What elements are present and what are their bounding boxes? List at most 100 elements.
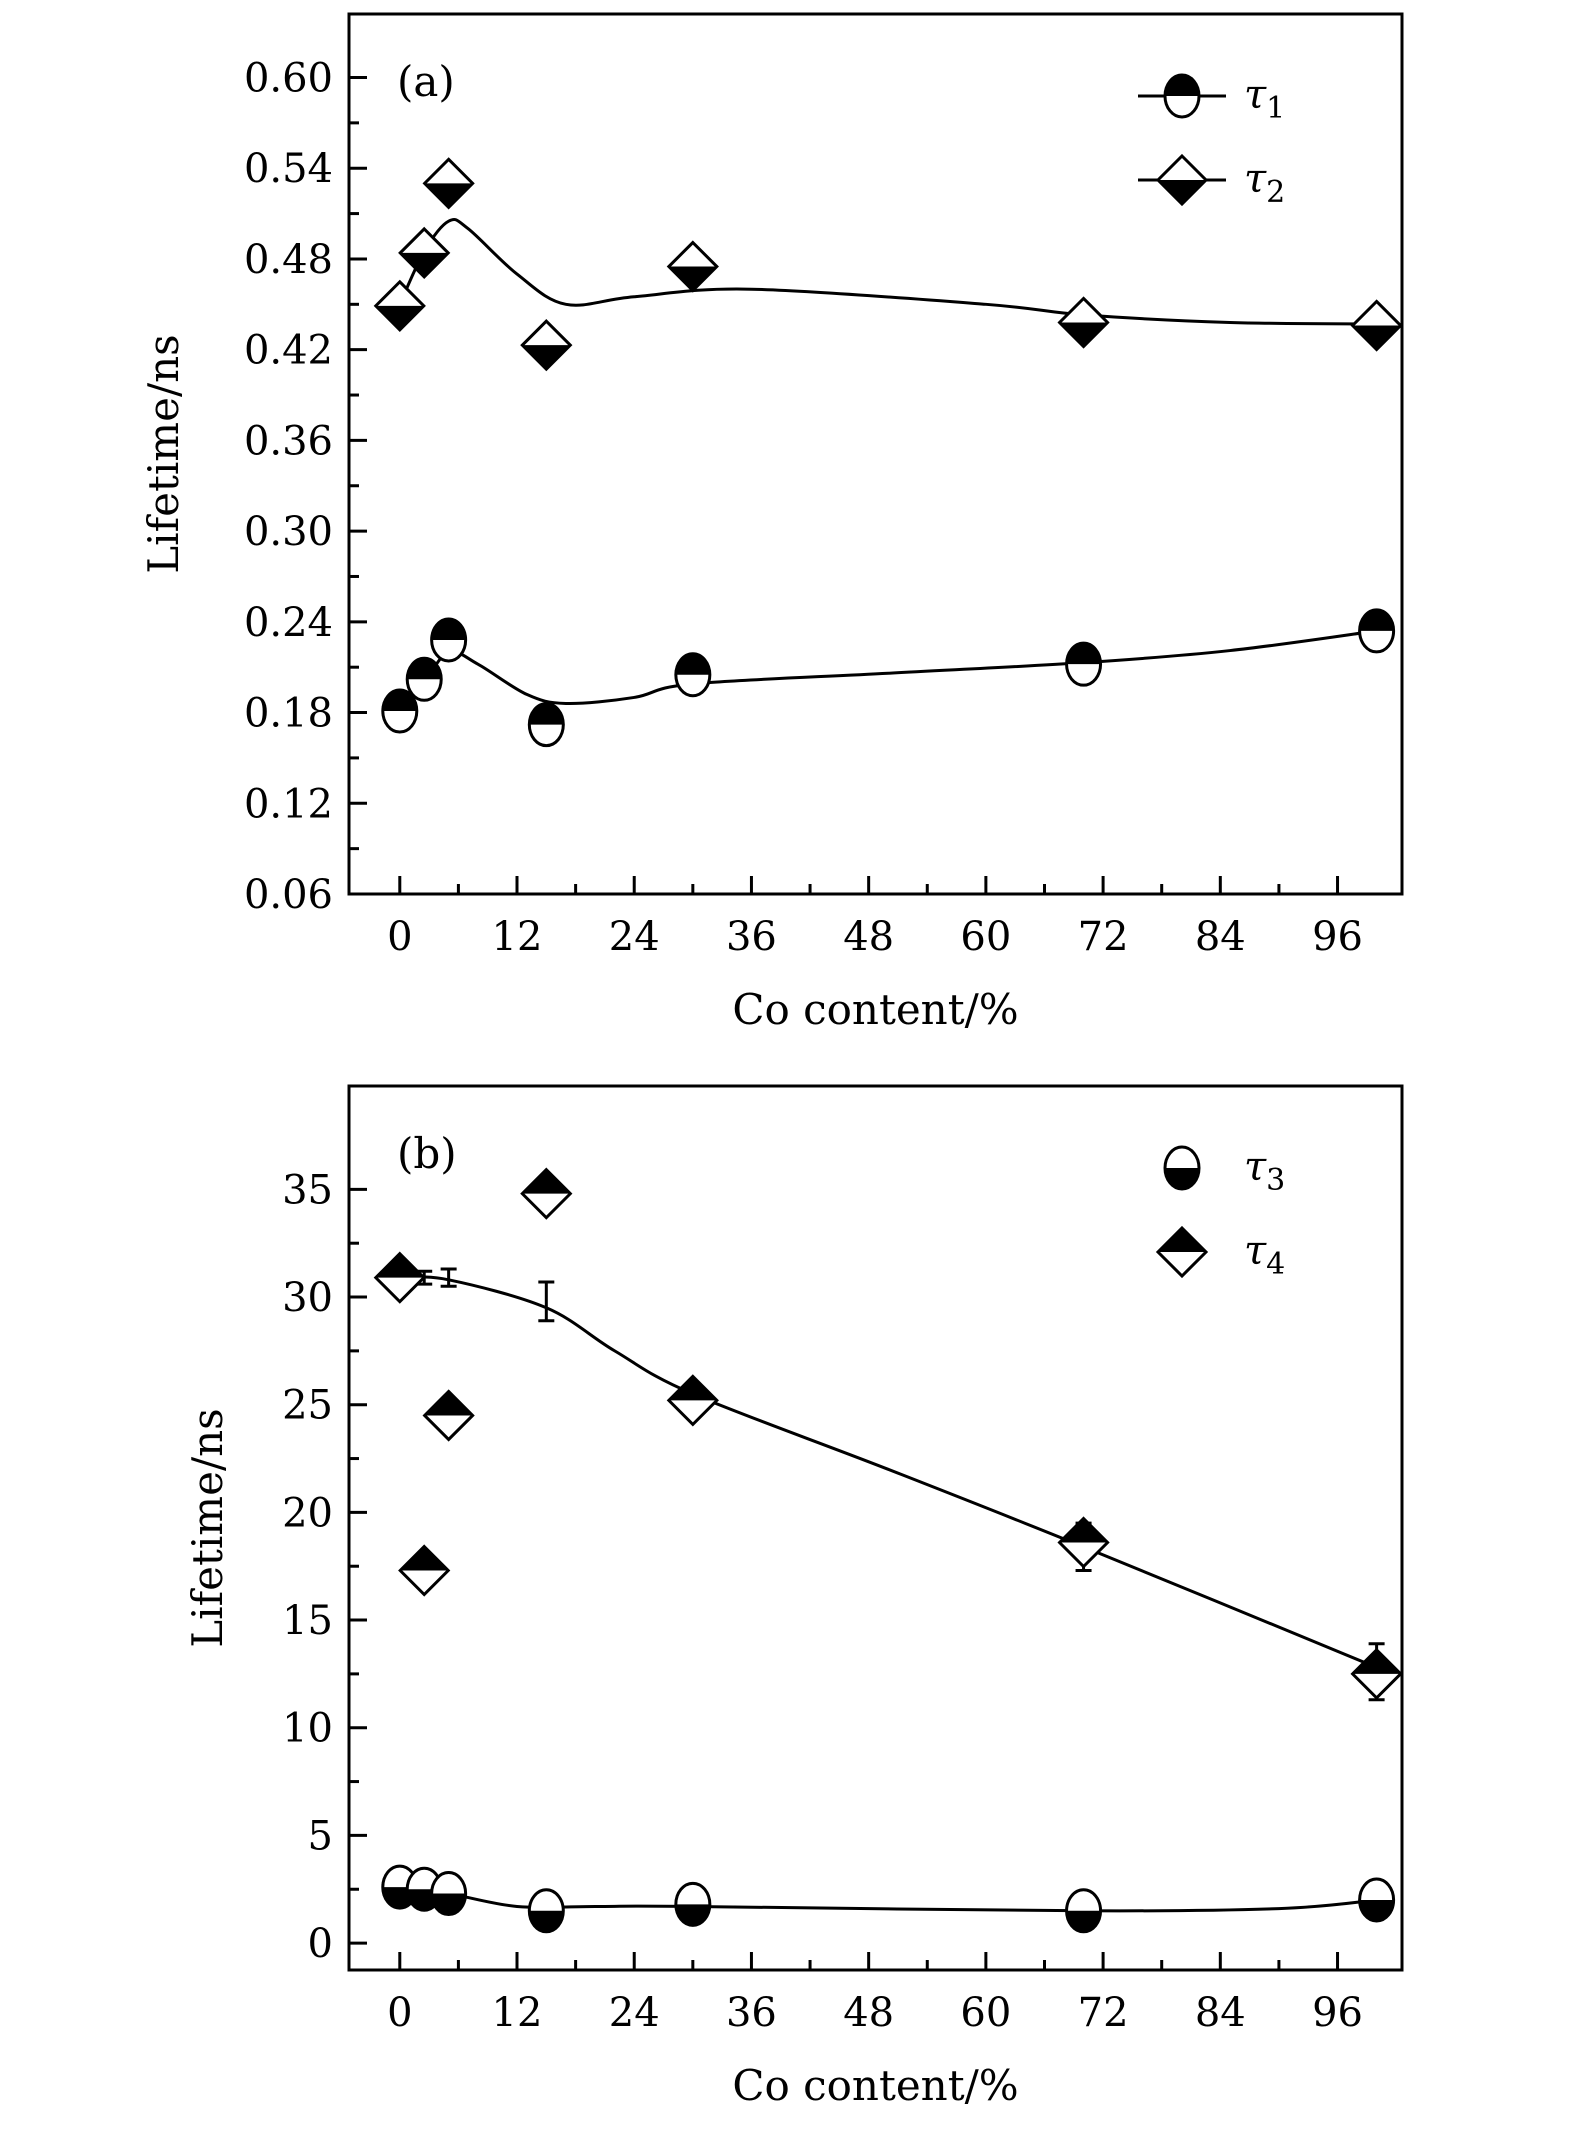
marker-fill [675, 1904, 710, 1926]
marker-fill [431, 1893, 466, 1915]
marker-fill [407, 658, 442, 680]
marker-fill [424, 183, 473, 208]
x-tick-label: 84 [1195, 1990, 1246, 2036]
marker-fill [1165, 1168, 1199, 1189]
marker-fill [522, 345, 571, 370]
panel-label: (a) [397, 57, 455, 106]
fit-curve [398, 217, 1377, 326]
legend-symbol: τ [1244, 1144, 1267, 1190]
data-point [1358, 608, 1396, 654]
marker-fill [1059, 1518, 1108, 1543]
y-tick-label: 0.12 [244, 781, 333, 827]
marker-fill [1165, 75, 1199, 96]
data-point [1358, 1877, 1396, 1923]
data-point [1350, 299, 1403, 352]
y-tick-label: 0.18 [244, 691, 333, 737]
marker-fill [375, 1253, 424, 1278]
marker-fill [1158, 180, 1206, 204]
x-tick-label: 96 [1312, 914, 1363, 960]
y-tick-label: 35 [282, 1167, 333, 1213]
data-point [1065, 641, 1103, 687]
marker-fill [400, 252, 449, 277]
x-tick-label: 72 [1078, 914, 1129, 960]
error-bar [538, 1280, 555, 1323]
data-point [666, 1374, 719, 1427]
marker-fill [668, 1376, 717, 1401]
legend-label: τ3 [1244, 1144, 1285, 1198]
y-tick-label: 0.54 [244, 146, 333, 192]
x-tick-label: 96 [1312, 1990, 1363, 2036]
fit-curve [399, 1275, 1378, 1669]
marker-fill [675, 653, 710, 675]
marker-fill [1066, 1910, 1101, 1932]
data-point [373, 1251, 426, 1304]
error-bar [440, 1267, 457, 1288]
panel-label: (b) [397, 1129, 457, 1178]
data-point [666, 240, 719, 293]
marker-fill [424, 1391, 473, 1416]
marker-fill [431, 618, 466, 640]
series-1 [381, 608, 1396, 748]
legend-label: τ2 [1244, 156, 1285, 210]
marker-fill [668, 266, 717, 291]
x-tick-label: 60 [960, 1990, 1011, 2036]
x-tick-label: 36 [726, 914, 777, 960]
x-tick-label: 24 [609, 1990, 660, 2036]
legend-marker [1163, 1145, 1201, 1191]
marker-fill [1352, 1649, 1401, 1674]
data-point [398, 226, 451, 280]
data-point [430, 617, 468, 663]
legend-item-2: τ2 [1138, 153, 1285, 210]
legend-symbol: τ [1244, 1228, 1267, 1274]
marker-fill [1359, 609, 1394, 631]
marker-fill [1066, 643, 1101, 665]
x-tick-label: 0 [387, 914, 412, 960]
legend-item-1: τ1 [1138, 72, 1285, 126]
marker-fill [1158, 1228, 1206, 1252]
legend-subscript: 4 [1266, 1247, 1285, 1282]
legend-subscript: 2 [1266, 175, 1285, 210]
y-tick-label: 5 [308, 1813, 333, 1859]
marker-fill [375, 305, 424, 330]
x-axis-title: Co content/% [732, 2061, 1018, 2110]
y-tick-label: 25 [282, 1383, 333, 1429]
legend-marker [1155, 1225, 1209, 1279]
series-2 [373, 157, 1403, 372]
legend-label: τ1 [1244, 72, 1285, 126]
x-tick-label: 60 [960, 914, 1011, 960]
legend-symbol: τ [1244, 156, 1267, 202]
marker-fill [522, 1169, 571, 1194]
y-tick-label: 0.36 [244, 418, 333, 464]
x-tick-label: 72 [1078, 1990, 1129, 2036]
y-axis-title: Lifetime/ns [183, 1408, 232, 1647]
data-point [1057, 1516, 1110, 1569]
series-3 [381, 1864, 1396, 1934]
data-point [520, 319, 573, 372]
marker-fill [529, 703, 564, 725]
marker-fill [1352, 325, 1401, 350]
data-point [405, 656, 443, 702]
y-tick-label: 0.06 [244, 872, 333, 918]
data-point [381, 688, 419, 734]
y-tick-label: 0.42 [244, 328, 333, 374]
y-axis-title: Lifetime/ns [139, 334, 188, 573]
x-tick-label: 84 [1195, 914, 1246, 960]
y-tick-label: 30 [282, 1275, 333, 1321]
data-point [1057, 296, 1110, 349]
data-point [422, 1389, 475, 1442]
y-tick-label: 20 [282, 1490, 333, 1536]
data-point [1065, 1888, 1103, 1934]
data-point [520, 1167, 573, 1220]
data-point [430, 1871, 468, 1917]
plot-frame [347, 1084, 1404, 1972]
data-point [1350, 1647, 1403, 1701]
x-tick-label: 12 [492, 914, 543, 960]
legend-subscript: 1 [1266, 91, 1285, 126]
x-tick-label: 36 [726, 1990, 777, 2036]
marker-fill [529, 1910, 564, 1932]
y-tick-label: 0.60 [244, 56, 333, 102]
legend-subscript: 3 [1266, 1163, 1285, 1198]
y-tick-label: 0 [308, 1921, 333, 1967]
x-tick-label: 48 [843, 1990, 894, 2036]
